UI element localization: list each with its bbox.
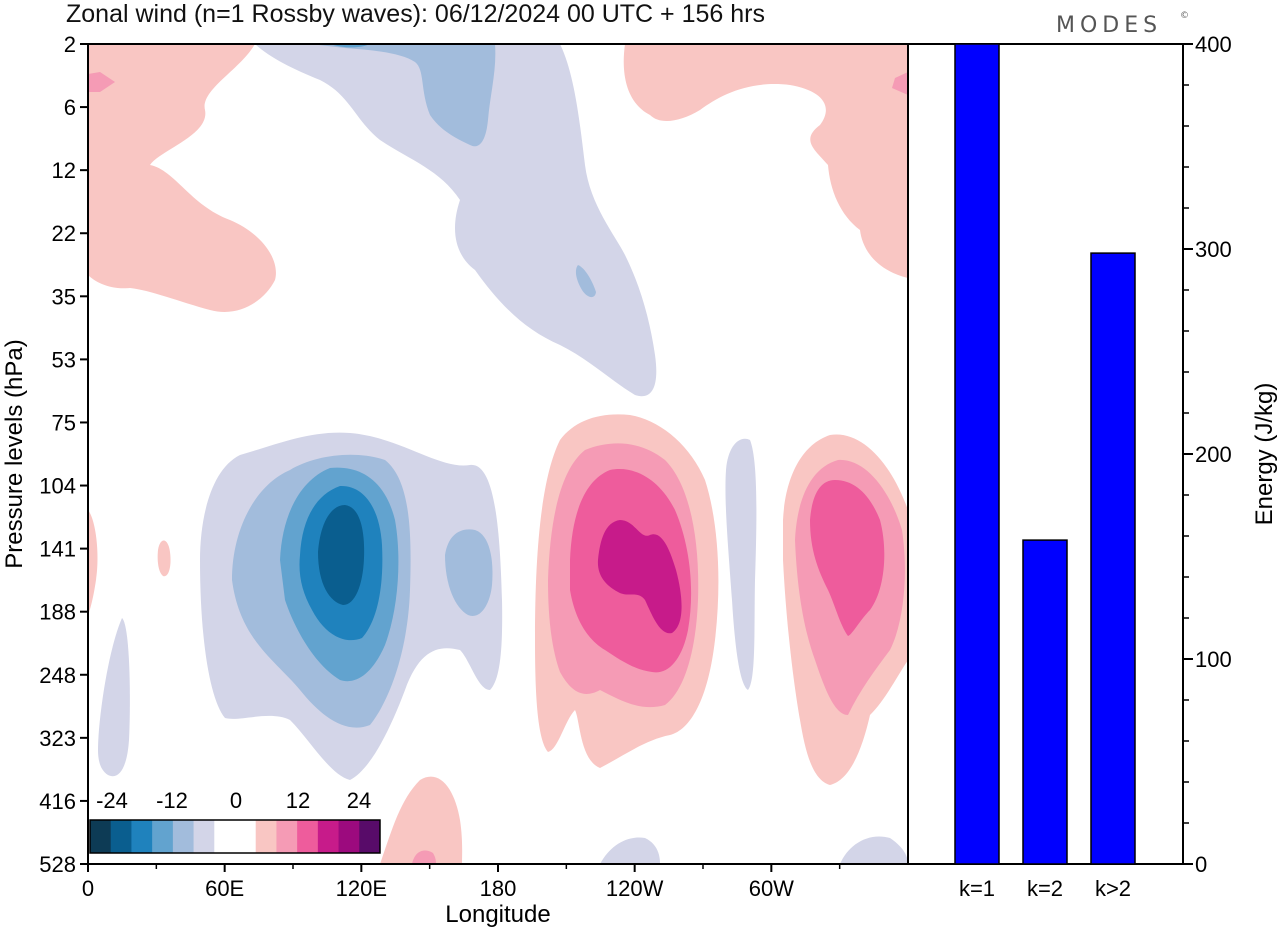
colorbar-swatch — [317, 820, 340, 853]
x-tick-label: 0 — [82, 876, 94, 901]
contour-negative-far-left — [98, 618, 130, 777]
colorbar-swatch — [110, 820, 132, 853]
x-tick-label: 60E — [205, 876, 244, 901]
longitude-axis: 0 60E 120E 180 120W 60W — [82, 864, 841, 901]
contour-positive-bottom-pink — [412, 850, 436, 864]
colorbar-label: 24 — [347, 788, 371, 813]
y-tick-label: 35 — [52, 284, 76, 309]
energy-tick-label: 200 — [1195, 442, 1232, 467]
x-tick-label: 180 — [480, 876, 517, 901]
energy-tick-label: 100 — [1195, 647, 1232, 672]
pressure-axis: 2 6 12 22 35 53 75 104 141 188 248 323 416 528 — [39, 32, 88, 877]
y-tick-label: 188 — [39, 600, 76, 625]
contour-upper-left-positive — [88, 44, 276, 312]
x-tick-label: 60W — [749, 876, 794, 901]
y-tick-label: 12 — [52, 158, 76, 183]
colorbar-swatch — [193, 820, 215, 853]
colorbar-swatch — [90, 820, 112, 853]
contour-negative-side — [445, 529, 493, 616]
colorbar-swatch — [359, 820, 381, 853]
colorbar-swatch — [338, 820, 360, 853]
contour-upper-left-pink — [88, 72, 115, 92]
energy-bars — [954, 43, 1136, 865]
contour-positive-small-dot — [157, 540, 171, 577]
colorbar-swatch — [131, 820, 153, 853]
energy-axis: 0 100 200 300 400 — [1183, 32, 1232, 877]
chart-title: Zonal wind (n=1 Rossby waves): 06/12/202… — [66, 0, 765, 28]
energy-bar — [1022, 539, 1068, 865]
x-axis-label: Longitude — [445, 901, 550, 928]
colorbar-label: -12 — [156, 788, 188, 813]
y-tick-label: 2 — [64, 32, 76, 57]
contour-positive-a-l4 — [597, 520, 682, 634]
colorbar-frame — [89, 819, 381, 854]
colorbar-swatch — [276, 820, 298, 853]
energy-tick-label: 0 — [1195, 852, 1207, 877]
contour-positive-b-l3 — [810, 480, 885, 636]
energy-tick-label: 300 — [1195, 237, 1232, 262]
energy-axis-label: Energy (J/kg) — [1251, 383, 1278, 526]
wavenumber-axis: k=1 k=2 k>2 — [959, 876, 1131, 901]
contour-positive-small-left — [88, 510, 98, 615]
contour-upper-right-positive — [623, 44, 908, 278]
colorbar-swatch — [297, 820, 319, 853]
y-tick-label: 248 — [39, 663, 76, 688]
energy-tick-label: 400 — [1195, 32, 1232, 57]
y-tick-label: 104 — [39, 474, 76, 499]
colorbar-swatch — [172, 820, 195, 853]
brand-logo: MODES — [1056, 13, 1162, 38]
colorbar-label: -24 — [96, 788, 128, 813]
y-tick-label: 75 — [52, 410, 76, 435]
contour-upper-negative — [255, 44, 657, 397]
energy-bar — [1090, 252, 1136, 865]
brand-mark: © — [1180, 11, 1189, 21]
bar-category-label: k=1 — [959, 876, 995, 901]
y-tick-label: 528 — [39, 852, 76, 877]
contour-upper-negative-blue — [310, 44, 496, 147]
y-tick-label: 416 — [39, 789, 76, 814]
contour-negative-bottom-right — [840, 836, 908, 864]
y-tick-label: 22 — [52, 221, 76, 246]
colorbar-swatch — [214, 820, 236, 853]
colorbar-swatch — [255, 820, 277, 853]
contour-negative-l5 — [318, 505, 365, 605]
y-axis-label: Pressure levels (hPa) — [1, 339, 28, 568]
contour-upper-right-pink — [892, 72, 908, 95]
colorbar-swatch — [235, 820, 257, 853]
contour-negative-bottom-mid — [600, 837, 660, 864]
contour-field — [88, 44, 908, 864]
contour-positive-bottom — [380, 776, 463, 864]
colorbar-swatch — [152, 820, 174, 853]
bar-category-label: k>2 — [1095, 876, 1131, 901]
bar-category-label: k=2 — [1027, 876, 1063, 901]
y-tick-label: 6 — [64, 95, 76, 120]
colorbar-label: 0 — [230, 788, 242, 813]
contour-negative-thin — [725, 438, 757, 690]
x-tick-label: 120W — [606, 876, 664, 901]
y-tick-label: 323 — [39, 726, 76, 751]
contour-upper-negative-blue-3 — [575, 265, 596, 298]
x-tick-label: 120E — [336, 876, 387, 901]
colorbar: -24 -12 0 12 24 — [89, 788, 381, 854]
y-tick-label: 141 — [39, 537, 76, 562]
energy-bar — [954, 43, 1000, 865]
colorbar-label: 12 — [286, 788, 310, 813]
y-tick-label: 53 — [52, 347, 76, 372]
